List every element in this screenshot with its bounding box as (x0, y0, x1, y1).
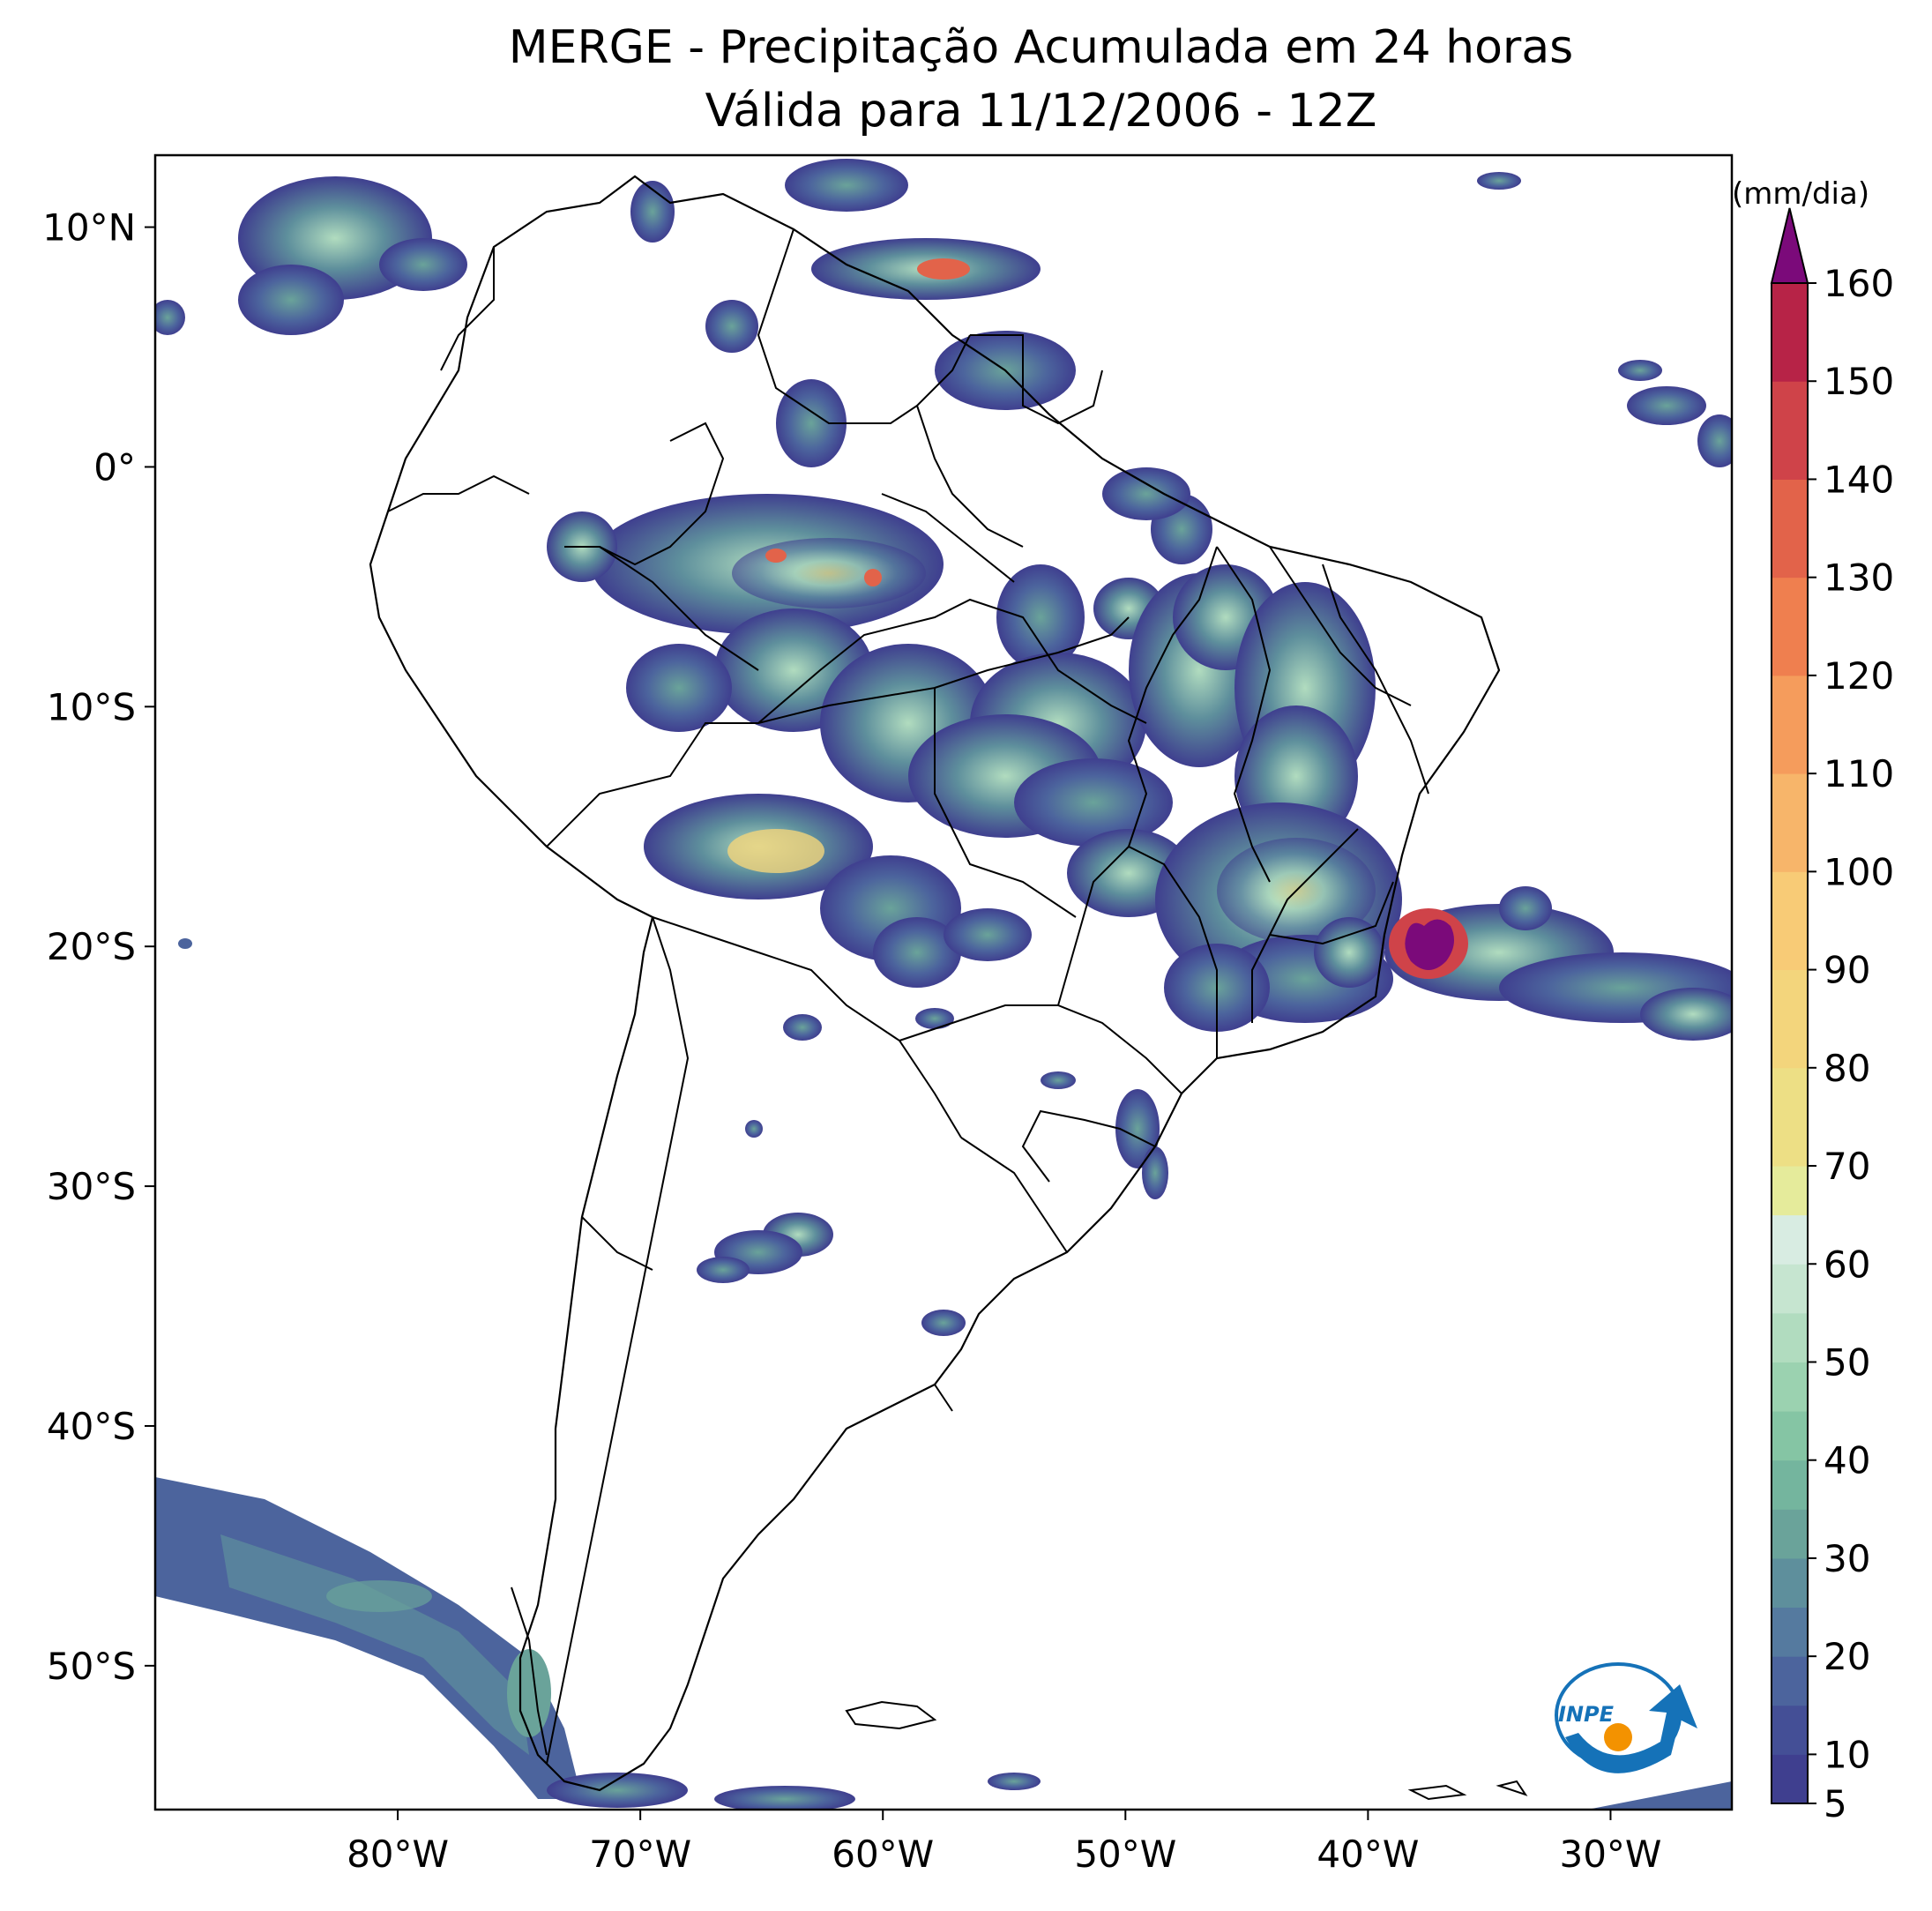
colorbar-unit: (mm/dia) (1732, 176, 1870, 212)
colorbar-tick-label: 60 (1824, 1243, 1870, 1286)
colorbar-band (1772, 1214, 1808, 1265)
lon-tick-label: 50°W (1074, 1833, 1176, 1876)
colorbar-outline (1771, 282, 1809, 1804)
colorbar-band (1772, 1509, 1808, 1559)
colorbar-tick-label: 80 (1824, 1047, 1870, 1090)
colorbar-band (1772, 1754, 1808, 1804)
colorbar-tick-label: 70 (1824, 1145, 1870, 1188)
lon-tick-label: 70°W (589, 1833, 691, 1876)
colorbar-band (1772, 1607, 1808, 1657)
colorbar-tick-label: 130 (1824, 556, 1894, 600)
colorbar-band (1772, 1705, 1808, 1755)
colorbar-band (1772, 773, 1808, 872)
colorbar-tick-label: 50 (1824, 1340, 1870, 1384)
lat-tick-label: 30°S (47, 1165, 136, 1208)
colorbar-band (1772, 577, 1808, 676)
colorbar-band (1772, 479, 1808, 579)
longitude-axis: 80°W 70°W 60°W 50°W 40°W 30°W (347, 1810, 1661, 1876)
colorbar-band (1772, 283, 1808, 382)
colorbar-tick-label: 40 (1824, 1439, 1870, 1482)
colorbar-tick-label: 160 (1824, 262, 1894, 305)
colorbar-tick-label: 120 (1824, 654, 1894, 698)
colorbar-band (1772, 1264, 1808, 1314)
colorbar-band (1772, 1656, 1808, 1706)
lon-tick-label: 80°W (347, 1833, 449, 1876)
lon-tick-label: 60°W (832, 1833, 934, 1876)
colorbar-tick-label: 110 (1824, 752, 1894, 795)
lat-tick-label: 20°S (47, 925, 136, 968)
colorbar-tick-label: 30 (1824, 1537, 1870, 1580)
colorbar-band (1772, 1459, 1808, 1510)
colorbar-band (1772, 675, 1808, 774)
colorbar-tick-label: 10 (1824, 1733, 1870, 1776)
colorbar-band (1772, 1362, 1808, 1412)
inpe-logo: INPE (1555, 1662, 1697, 1773)
colorbar-tick-label: 140 (1824, 458, 1894, 501)
map-title: MERGE - Precipitação Acumulada em 24 hor… (508, 21, 1574, 74)
colorbar-tick-label: 20 (1824, 1635, 1870, 1678)
inpe-logo-text: INPE (1558, 1702, 1615, 1727)
lon-tick-label: 30°W (1559, 1833, 1661, 1876)
lon-tick-label: 40°W (1317, 1833, 1419, 1876)
colorbar-band (1772, 1067, 1808, 1167)
colorbar-band (1772, 1557, 1808, 1609)
country-borders (369, 175, 1528, 1801)
colorbar-extend-arrow (1770, 207, 1809, 284)
map-frame (153, 153, 1734, 1811)
colorbar-tick-label: 150 (1824, 360, 1894, 403)
latitude-axis: 10°N 0° 10°S 20°S 30°S 40°S 50°S (42, 206, 155, 1688)
colorbar-band (1772, 1166, 1808, 1216)
precipitation-field (155, 159, 1732, 1810)
colorbar-band (1772, 1411, 1808, 1461)
colorbar-tick-label: 5 (1824, 1782, 1847, 1825)
colorbar-band (1772, 969, 1808, 1069)
colorbar-band (1772, 1312, 1808, 1362)
lat-tick-label: 50°S (47, 1645, 136, 1688)
colorbar: 5 10 20 30 40 50 60 70 80 90 100 110 120 130 140 150 160 (1770, 207, 1894, 1825)
colorbar-band (1772, 871, 1808, 971)
lat-tick-label: 10°S (47, 685, 136, 728)
colorbar-band (1772, 381, 1808, 480)
colorbar-tick-label: 90 (1824, 949, 1870, 992)
colorbar-tick-label: 100 (1824, 850, 1894, 893)
lat-tick-label: 10°N (42, 206, 136, 250)
lat-tick-label: 40°S (47, 1405, 136, 1448)
map-subtitle: Válida para 11/12/2006 - 12Z (705, 85, 1377, 138)
lat-tick-label: 0° (93, 445, 136, 489)
